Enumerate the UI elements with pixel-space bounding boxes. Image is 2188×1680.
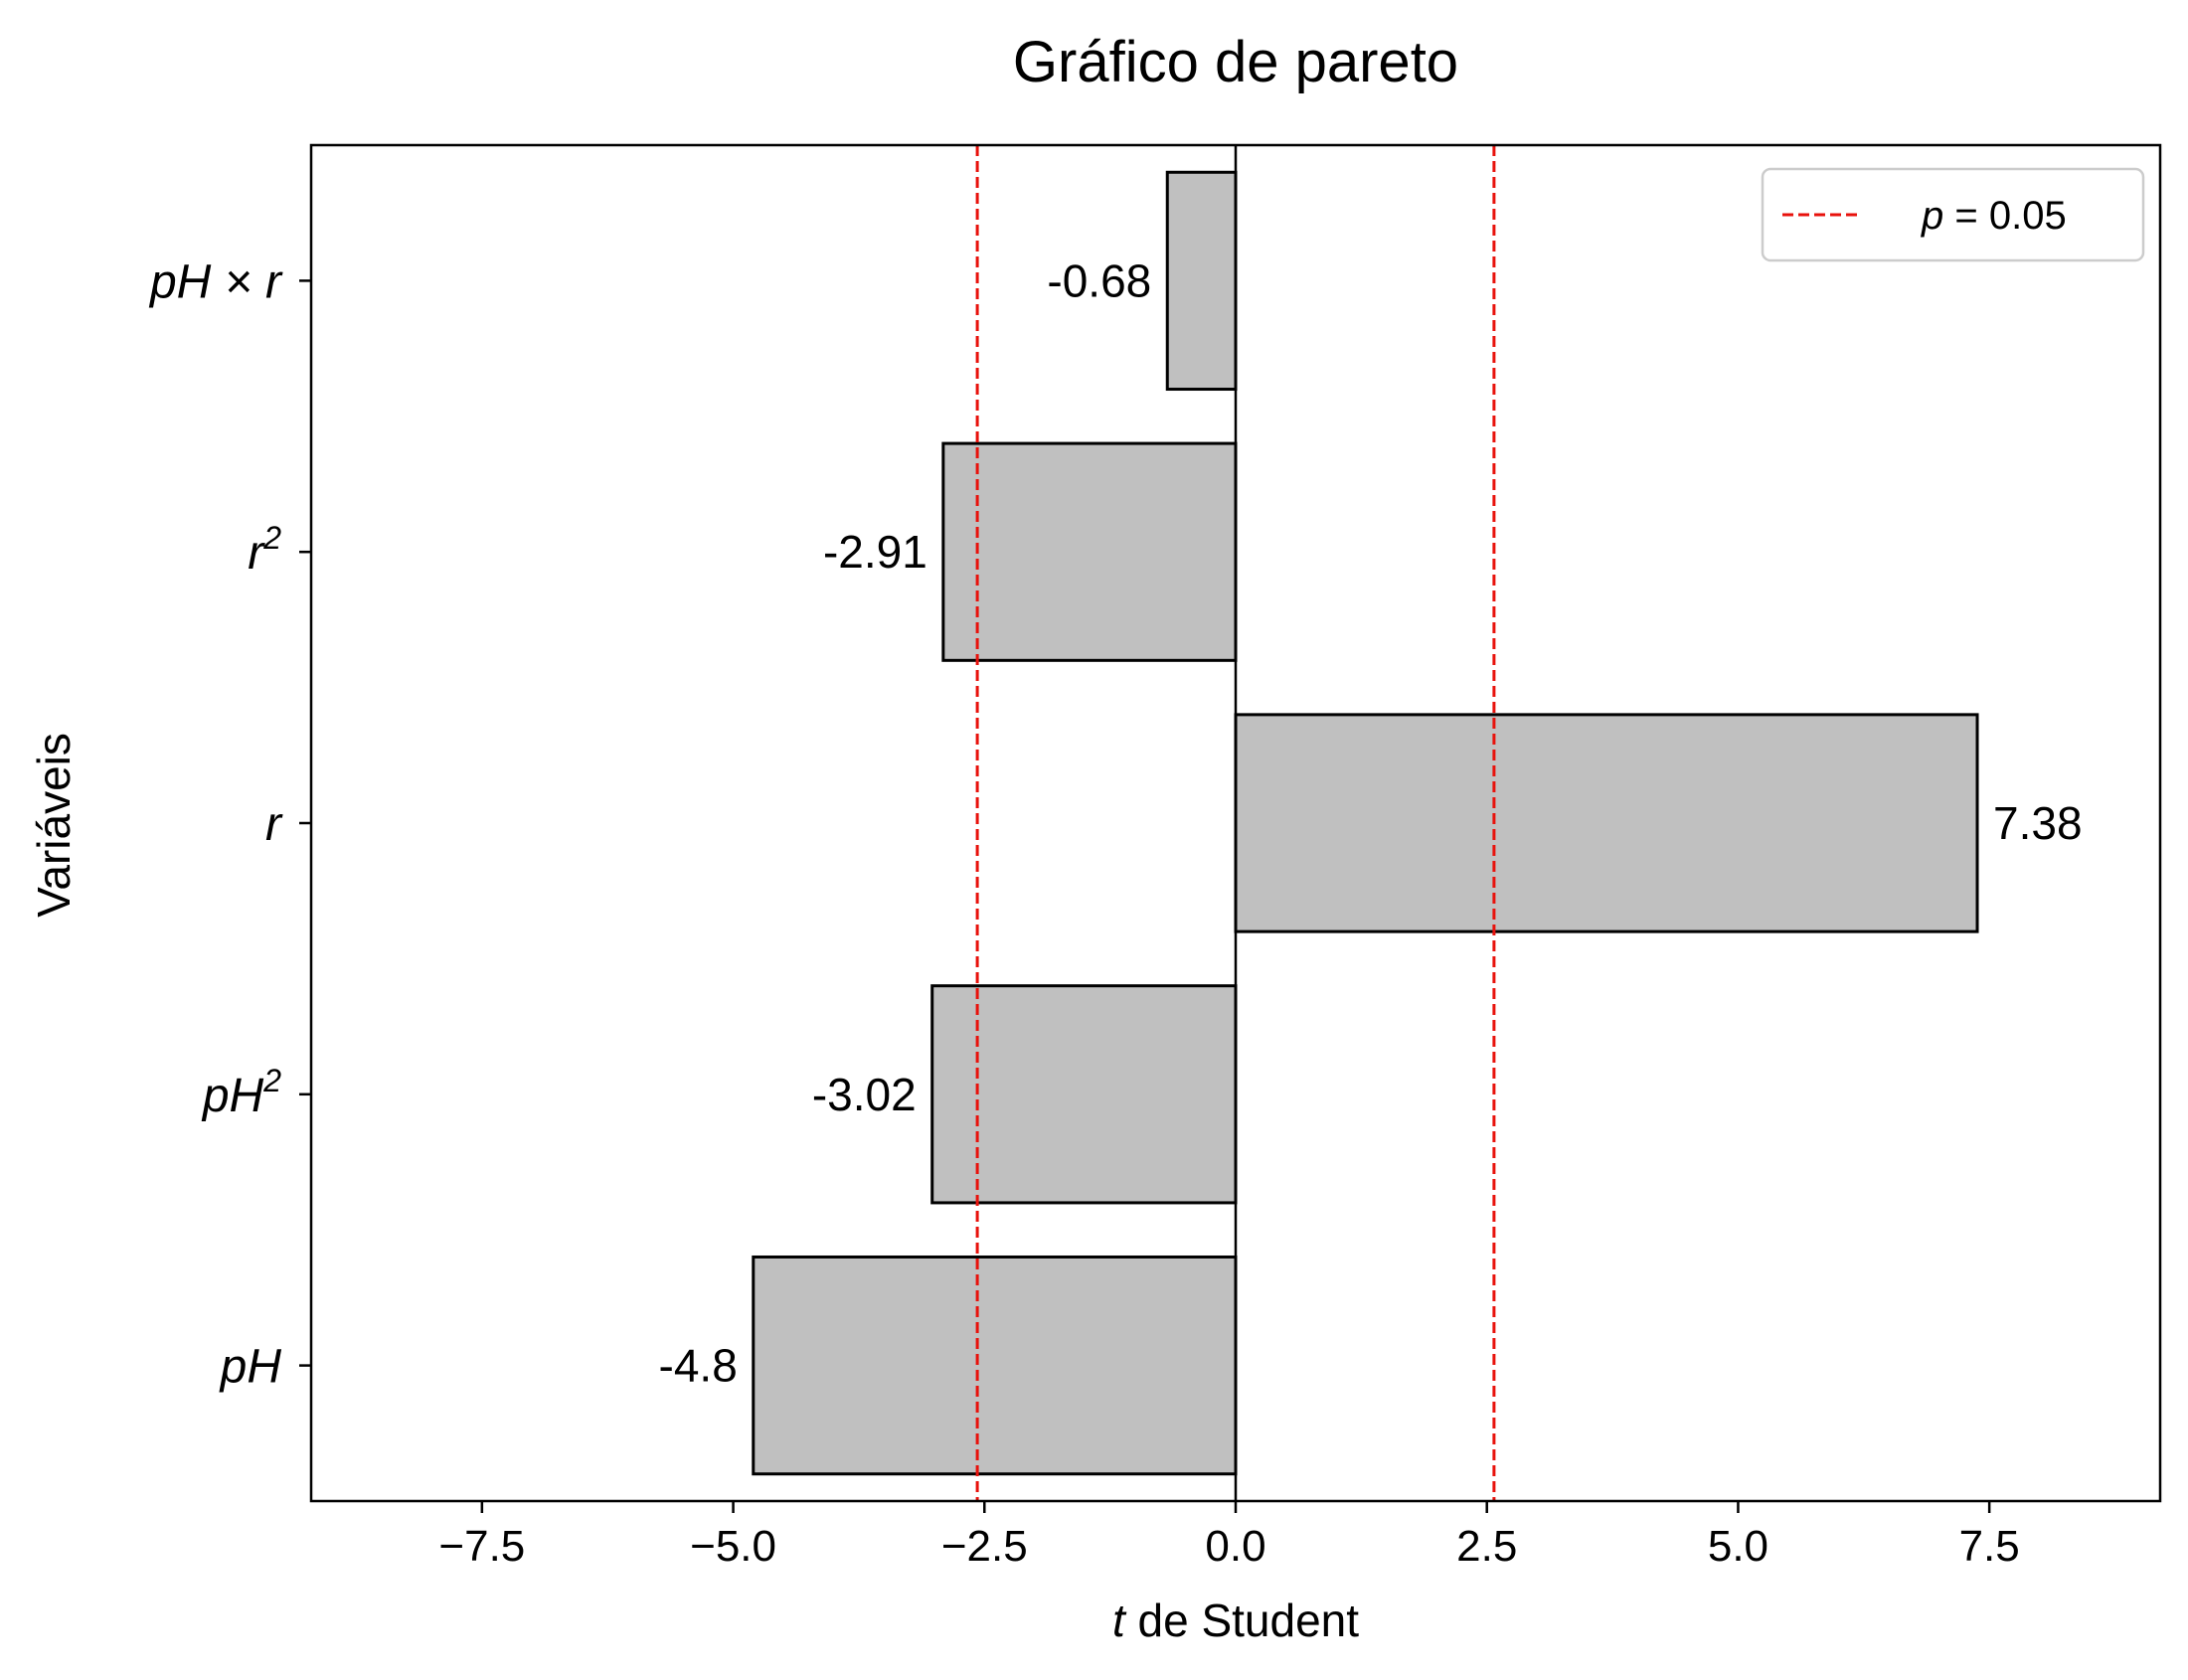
x-tick-label: 0.0: [1205, 1522, 1265, 1571]
x-axis-label-italic: t: [1112, 1595, 1127, 1646]
x-axis-label: t de Student: [1112, 1595, 1359, 1646]
x-tick-label: 5.0: [1708, 1522, 1768, 1571]
bar-4: [1165, 170, 1238, 392]
y-category-label: pH2: [201, 1063, 281, 1122]
chart-title: Gráfico de pareto: [1013, 30, 1458, 94]
bar-value-label: -2.91: [823, 526, 927, 578]
bar-3: [941, 441, 1238, 662]
bar-value-label: 7.38: [1993, 797, 2083, 849]
x-tick-label: −5.0: [690, 1522, 776, 1571]
x-axis-label-rest: de Student: [1125, 1595, 1360, 1646]
legend-box: [1761, 167, 2145, 262]
x-tick-label: 7.5: [1959, 1522, 2020, 1571]
y-category-label: r2: [248, 520, 281, 580]
bar-2: [1234, 713, 1979, 933]
y-category-label: pH × r: [148, 255, 283, 308]
x-tick-label: −7.5: [438, 1522, 525, 1571]
bar-value-label: -0.68: [1047, 254, 1151, 306]
y-axis-label: Variáveis: [28, 733, 80, 918]
bar-value-label: -4.8: [659, 1340, 738, 1392]
bar-1: [930, 984, 1238, 1205]
bar-0: [752, 1255, 1238, 1476]
y-category-label: pH: [219, 1341, 282, 1394]
legend: p = 0.05: [1761, 167, 2145, 262]
x-tick-label: 2.5: [1456, 1522, 1517, 1571]
legend-entry: p = 0.05: [1921, 194, 2067, 238]
y-category-label: r: [265, 798, 283, 851]
bar-value-label: -3.02: [812, 1069, 917, 1120]
plot-area: -4.8 -3.02 7.38 -2.91 -0.68 −7.5 −5.0 −2.5 0.0 2.…: [148, 143, 2162, 1571]
x-tick-label: −2.5: [941, 1522, 1028, 1571]
